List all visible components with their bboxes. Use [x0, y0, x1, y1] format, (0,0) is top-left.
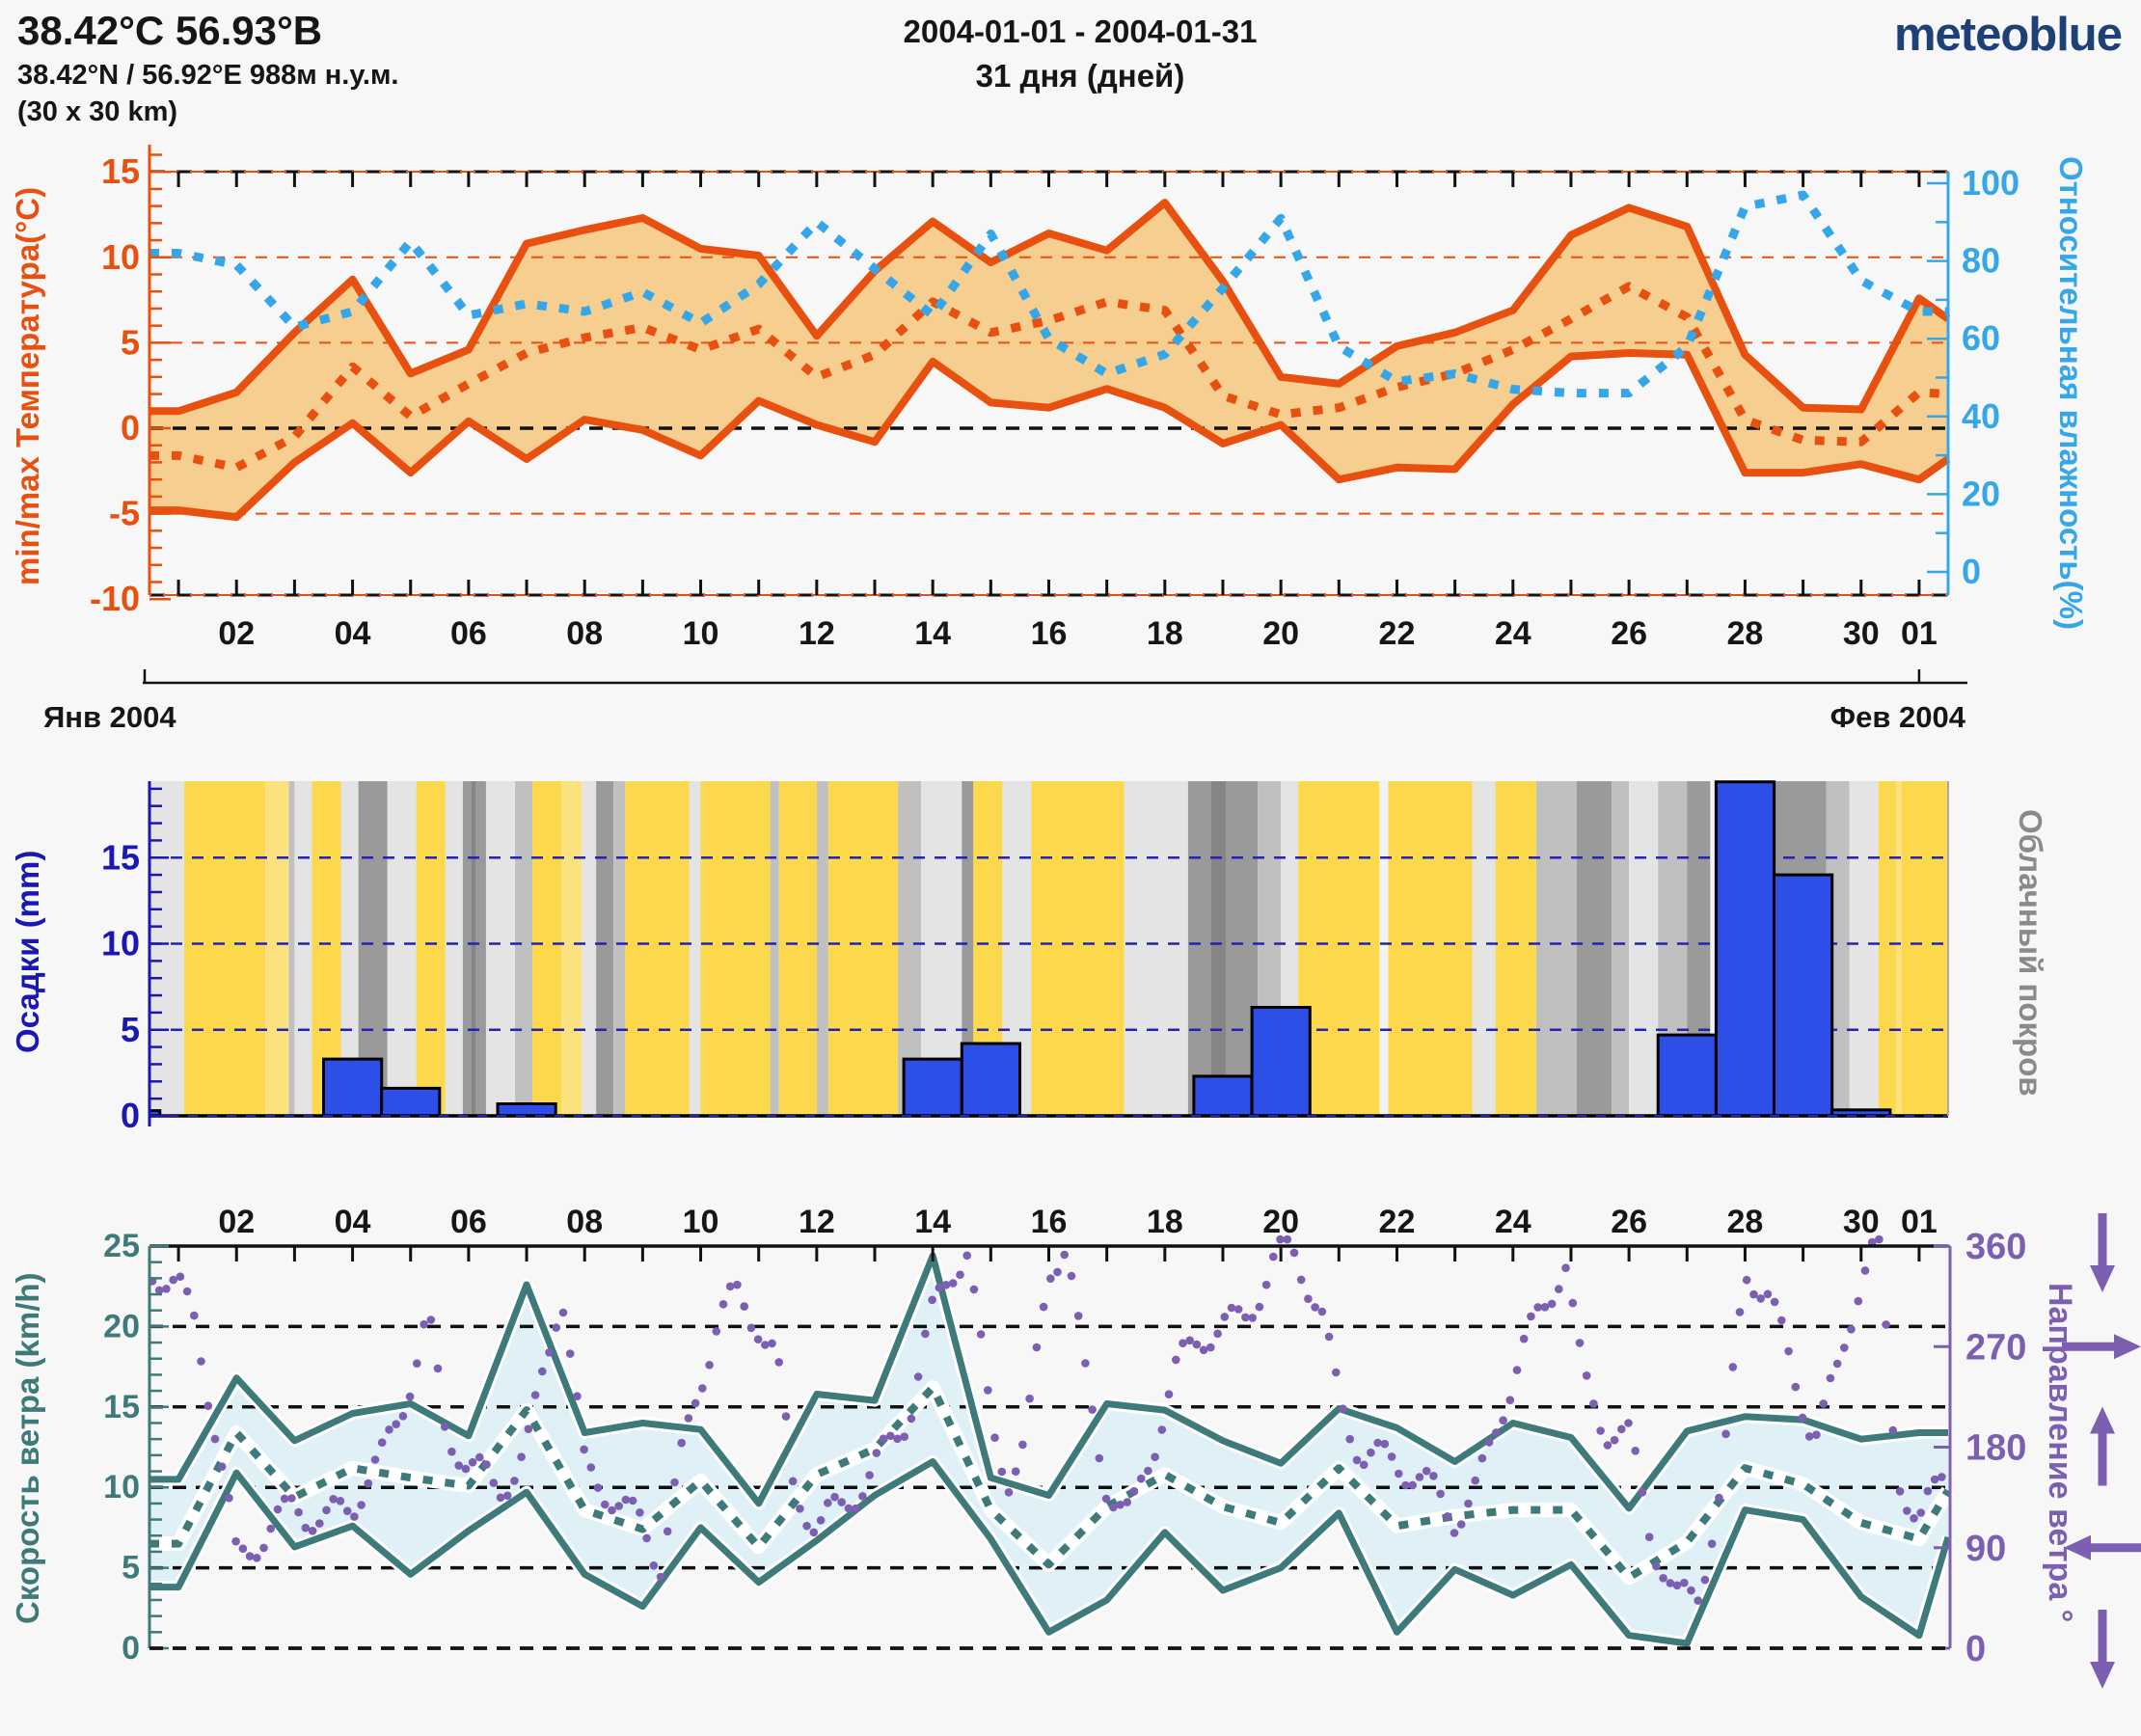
svg-text:180: 180	[1965, 1428, 2026, 1469]
svg-text:0: 0	[1965, 1629, 1986, 1669]
temperature-panel: -10 -5 0 5 10 15 0 20 40 60 80 100	[90, 145, 2019, 618]
svg-text:60: 60	[1962, 318, 2000, 358]
svg-text:10: 10	[683, 1204, 719, 1240]
svg-text:20: 20	[1962, 474, 2000, 513]
temperature-axis-title: min/max Температура(°C)	[10, 186, 45, 585]
svg-text:80: 80	[1962, 241, 2000, 281]
windspeed-axis-title: Скорость ветра (km/h)	[10, 1272, 45, 1625]
svg-text:30: 30	[1843, 615, 1880, 652]
svg-text:08: 08	[566, 615, 603, 652]
svg-text:26: 26	[1611, 615, 1647, 652]
wind-direction-arrow-down	[2090, 1610, 2115, 1689]
svg-text:02: 02	[218, 615, 255, 652]
svg-text:20: 20	[1262, 615, 1299, 652]
svg-text:24: 24	[1495, 1204, 1531, 1240]
svg-text:-5: -5	[109, 494, 140, 533]
svg-text:25: 25	[103, 1228, 140, 1264]
meteoblue-logo: meteoblue	[1893, 9, 2123, 61]
date-range-title: 2004-01-01 - 2004-01-31	[903, 14, 1258, 49]
svg-text:28: 28	[1727, 1204, 1764, 1240]
svg-text:16: 16	[1031, 615, 1068, 652]
day-count-subtitle: 31 дня (дней)	[975, 58, 1185, 94]
svg-text:10: 10	[103, 1469, 140, 1505]
svg-text:18: 18	[1147, 1204, 1183, 1240]
svg-text:01: 01	[1901, 1204, 1938, 1240]
location-coordinates-title: 38.42°С 56.93°В	[17, 8, 323, 53]
svg-text:28: 28	[1727, 615, 1764, 652]
svg-text:0: 0	[122, 1630, 140, 1667]
svg-text:22: 22	[1379, 615, 1416, 652]
svg-text:10: 10	[683, 615, 719, 652]
location-latlon-elevation: 38.42°N / 56.92°E 988м н.у.м.	[17, 60, 399, 91]
svg-text:10: 10	[101, 237, 140, 277]
winddirection-axis-title: Направление ветра °	[2042, 1282, 2078, 1623]
wind-direction-arrow-up	[2090, 1406, 2115, 1486]
svg-text:100: 100	[1962, 163, 2019, 203]
svg-text:270: 270	[1965, 1327, 2026, 1368]
humidity-axis-title: Относительная влажность(%)	[2053, 156, 2089, 630]
month-label-jan: Янв 2004	[43, 700, 176, 734]
svg-text:14: 14	[914, 615, 951, 652]
svg-text:360: 360	[1965, 1227, 2026, 1267]
svg-text:20: 20	[103, 1308, 140, 1344]
svg-text:24: 24	[1495, 615, 1531, 652]
svg-text:14: 14	[914, 1204, 951, 1240]
month-label-feb: Фев 2004	[1829, 700, 1965, 734]
wind-direction-arrow-down	[2090, 1213, 2115, 1292]
svg-text:16: 16	[1031, 1204, 1068, 1240]
cloudcover-axis-title: Облачный покров	[2013, 809, 2048, 1097]
svg-text:90: 90	[1965, 1529, 2006, 1569]
svg-text:15: 15	[101, 837, 140, 877]
precipitation-panel: 0 5 10 15	[101, 780, 1949, 1135]
wind-panel: 02 04 06 08 10 12 14 16 18 20 22 24 26 28 30 01 0 5 10 15 20…	[103, 1204, 2141, 1689]
grid-resolution: (30 x 30 km)	[17, 96, 178, 127]
svg-text:04: 04	[335, 1204, 371, 1240]
svg-text:5: 5	[121, 322, 140, 362]
svg-text:0: 0	[121, 1096, 140, 1135]
svg-text:02: 02	[218, 1204, 255, 1240]
svg-text:04: 04	[335, 615, 371, 652]
svg-text:15: 15	[101, 151, 140, 191]
svg-text:15: 15	[103, 1389, 140, 1425]
svg-text:5: 5	[122, 1550, 140, 1587]
svg-text:10: 10	[101, 924, 140, 963]
svg-text:01: 01	[1901, 615, 1938, 652]
svg-text:26: 26	[1611, 1204, 1647, 1240]
svg-text:40: 40	[1962, 396, 2000, 436]
svg-text:18: 18	[1147, 615, 1183, 652]
svg-text:0: 0	[1962, 552, 1981, 591]
svg-text:06: 06	[450, 615, 487, 652]
wind-direction-arrow-right	[2062, 1334, 2141, 1360]
svg-text:22: 22	[1379, 1204, 1416, 1240]
svg-text:08: 08	[566, 1204, 603, 1240]
wind-direction-arrow-left	[2064, 1534, 2141, 1560]
day-axis: 02 04 06 08 10 12 14 16 18 20 22 24 26 28 30 01	[143, 615, 1967, 685]
svg-text:12: 12	[799, 615, 835, 652]
precipitation-axis-title: Осадки (mm)	[10, 850, 45, 1054]
svg-text:30: 30	[1843, 1204, 1880, 1240]
svg-text:-10: -10	[90, 579, 140, 618]
svg-text:20: 20	[1262, 1204, 1299, 1240]
svg-text:0: 0	[121, 408, 140, 448]
svg-text:5: 5	[121, 1010, 140, 1049]
svg-text:06: 06	[450, 1204, 487, 1240]
svg-text:12: 12	[799, 1204, 835, 1240]
